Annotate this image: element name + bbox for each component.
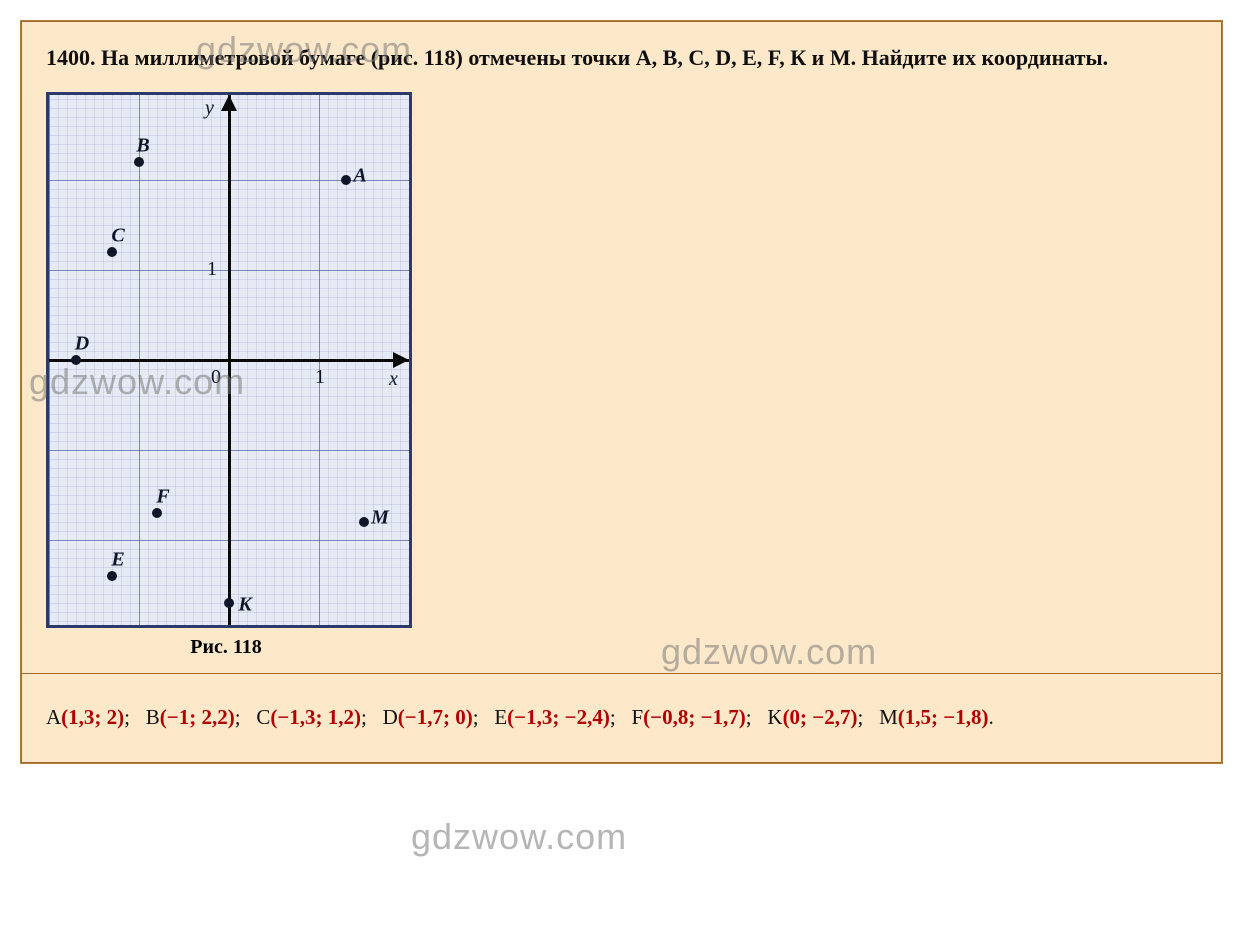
x-unit-label: 1 bbox=[315, 366, 325, 389]
x-axis-label: x bbox=[389, 368, 398, 391]
separator: ; bbox=[235, 705, 241, 729]
y-axis-arrow-icon bbox=[221, 95, 237, 111]
point-label-a: A bbox=[353, 164, 366, 187]
point-b bbox=[134, 157, 144, 167]
point-label-d: D bbox=[75, 332, 89, 355]
answer-coord: (1,5; −1,8) bbox=[898, 705, 989, 729]
answer-label: K bbox=[767, 705, 782, 729]
problem-box: 1400. На миллиметровой бумаге (рис. 118)… bbox=[21, 21, 1222, 674]
answer-box: A(1,3; 2); B(−1; 2,2); C(−1,3; 1,2); D(−… bbox=[21, 674, 1222, 763]
point-label-k: K bbox=[238, 593, 251, 616]
point-label-c: C bbox=[111, 224, 124, 247]
answer-coord: (−1,7; 0) bbox=[398, 705, 473, 729]
answer-label: A bbox=[46, 705, 61, 729]
answer-label: M bbox=[879, 705, 898, 729]
point-f bbox=[152, 508, 162, 518]
problem-body: На миллиметровой бумаге (рис. 118) отмеч… bbox=[101, 45, 1108, 70]
problem-statement: 1400. На миллиметровой бумаге (рис. 118)… bbox=[46, 42, 1197, 74]
figure: y x 0 1 1 A B C D E F K M Рис. 118 bbox=[46, 92, 406, 663]
y-axis bbox=[228, 95, 231, 625]
answer-label: B bbox=[146, 705, 160, 729]
page: 1400. На миллиметровой бумаге (рис. 118)… bbox=[20, 20, 1223, 764]
figure-caption: Рис. 118 bbox=[46, 628, 406, 663]
answer-coord: (−1,3; −2,4) bbox=[507, 705, 610, 729]
separator: ; bbox=[473, 705, 479, 729]
answer-label: C bbox=[256, 705, 270, 729]
point-a bbox=[341, 175, 351, 185]
answer-coord: (−1,3; 1,2) bbox=[270, 705, 361, 729]
point-d bbox=[71, 355, 81, 365]
watermark: gdzwow.com bbox=[411, 816, 627, 858]
separator: . bbox=[989, 705, 994, 729]
answer-coord: (−0,8; −1,7) bbox=[643, 705, 746, 729]
y-unit-label: 1 bbox=[207, 258, 217, 281]
answer-coord: (1,3; 2) bbox=[61, 705, 124, 729]
point-k bbox=[224, 598, 234, 608]
point-label-m: M bbox=[371, 506, 389, 529]
problem-number: 1400. bbox=[46, 45, 96, 70]
point-label-e: E bbox=[111, 548, 124, 571]
answer-label: F bbox=[631, 705, 643, 729]
point-e bbox=[107, 571, 117, 581]
y-axis-label: y bbox=[205, 97, 214, 120]
point-label-b: B bbox=[136, 134, 149, 157]
point-c bbox=[107, 247, 117, 257]
origin-label: 0 bbox=[211, 366, 221, 389]
separator: ; bbox=[361, 705, 367, 729]
separator: ; bbox=[746, 705, 752, 729]
coordinate-plane: y x 0 1 1 A B C D E F K M bbox=[46, 92, 412, 628]
separator: ; bbox=[858, 705, 864, 729]
separator: ; bbox=[124, 705, 130, 729]
point-m bbox=[359, 517, 369, 527]
x-axis-arrow-icon bbox=[393, 352, 409, 368]
answer-label: E bbox=[494, 705, 507, 729]
answer-coord: (−1; 2,2) bbox=[160, 705, 235, 729]
answer-coord: (0; −2,7) bbox=[783, 705, 858, 729]
answer-label: D bbox=[383, 705, 398, 729]
point-label-f: F bbox=[156, 485, 169, 508]
separator: ; bbox=[610, 705, 616, 729]
